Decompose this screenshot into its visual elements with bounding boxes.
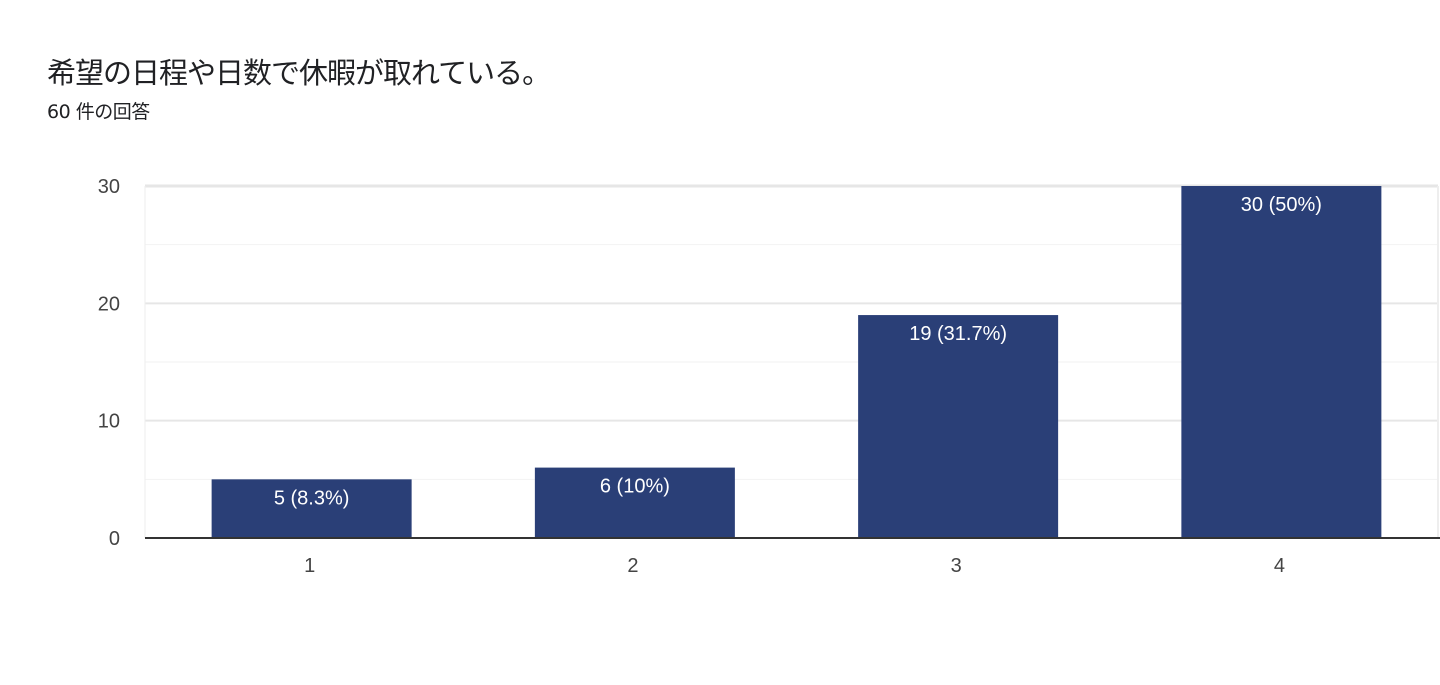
- bar: [211, 479, 412, 538]
- x-tick-label: 4: [1274, 555, 1285, 577]
- data-label: 19 (31.7%): [909, 323, 1007, 345]
- x-tick-label: 3: [951, 555, 962, 577]
- x-tick-label: 1: [304, 555, 315, 577]
- bar: [1181, 186, 1382, 538]
- y-tick-label: 10: [98, 411, 120, 433]
- data-label: 6 (10%): [600, 476, 670, 498]
- response-count: 60 件の回答: [47, 101, 150, 123]
- y-tick-label: 0: [109, 528, 120, 550]
- y-tick-label: 20: [98, 293, 120, 315]
- data-label: 5 (8.3%): [274, 487, 350, 509]
- bar: [534, 467, 735, 538]
- bar: [858, 315, 1059, 538]
- data-label: 30 (50%): [1241, 194, 1322, 216]
- chart-title: 希望の日程や日数で休暇が取れている。: [47, 56, 551, 90]
- y-tick-label: 30: [98, 176, 120, 198]
- x-tick-label: 2: [627, 555, 638, 577]
